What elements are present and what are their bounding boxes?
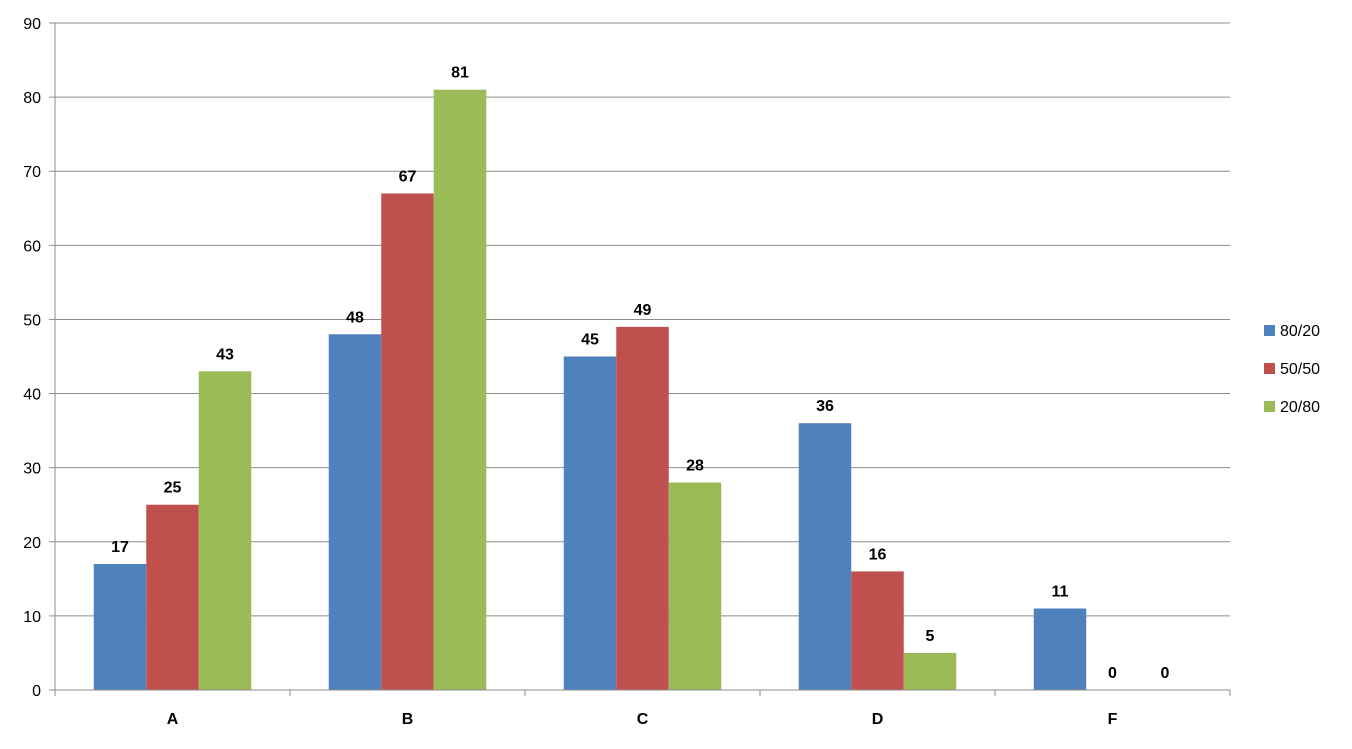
- x-tick-label: B: [402, 711, 414, 728]
- y-tick-label: 80: [23, 90, 41, 107]
- bar-A-50-50: [146, 504, 199, 690]
- data-label: 49: [634, 302, 652, 319]
- y-tick-label: 20: [23, 535, 41, 552]
- y-tick-label: 70: [23, 164, 41, 181]
- legend: 80/20 50/50 20/80: [1264, 323, 1320, 416]
- data-label: 28: [686, 457, 704, 474]
- bar-D-80-20: [798, 423, 852, 690]
- legend-swatch: [1264, 363, 1275, 374]
- data-labels: 17 25 43 48 67 81 45 49 28 36 16 5 11 0 0: [111, 65, 1169, 682]
- bar-C-50-50: [616, 326, 669, 690]
- y-tick-label: 40: [23, 387, 41, 404]
- data-label: 36: [816, 398, 834, 415]
- x-tick-label: A: [167, 711, 179, 728]
- data-label: 43: [216, 346, 234, 363]
- bar-D-50-50: [851, 571, 904, 690]
- x-tick-label: D: [872, 711, 884, 728]
- bar-A-80-20: [93, 564, 147, 690]
- y-tick-label: 0: [32, 683, 41, 700]
- data-label: 11: [1052, 583, 1069, 600]
- legend-swatch: [1264, 325, 1275, 336]
- y-tick-label: 30: [23, 461, 41, 478]
- data-label: 25: [164, 480, 182, 497]
- y-tick-label: 90: [23, 16, 41, 33]
- bar-C-20-80: [668, 482, 722, 690]
- legend-swatch: [1264, 401, 1275, 412]
- bar-F-80-20: [1033, 608, 1087, 690]
- legend-label: 20/80: [1280, 399, 1320, 416]
- x-tick-label: F: [1108, 711, 1118, 728]
- data-label: 45: [581, 332, 599, 349]
- data-label: 17: [111, 539, 129, 556]
- y-tick-label: 10: [23, 609, 41, 626]
- data-label: 16: [869, 546, 887, 563]
- data-label: 5: [926, 628, 935, 645]
- legend-label: 80/20: [1280, 323, 1320, 340]
- bar-C-80-20: [563, 356, 617, 690]
- data-label: 81: [451, 65, 469, 82]
- y-tick-label: 50: [23, 312, 41, 329]
- bar-A-20-80: [198, 371, 252, 690]
- bars: [93, 89, 1087, 690]
- bar-D-20-80: [903, 652, 957, 690]
- y-tick-label: 60: [23, 238, 41, 255]
- bar-B-80-20: [328, 334, 382, 690]
- data-label: 0: [1161, 665, 1170, 682]
- bar-B-20-80: [433, 89, 487, 690]
- data-label: 48: [346, 309, 364, 326]
- bar-B-50-50: [381, 193, 434, 690]
- data-label: 67: [399, 168, 417, 185]
- x-tick-label: C: [637, 711, 649, 728]
- legend-label: 50/50: [1280, 361, 1320, 378]
- data-label: 0: [1108, 665, 1117, 682]
